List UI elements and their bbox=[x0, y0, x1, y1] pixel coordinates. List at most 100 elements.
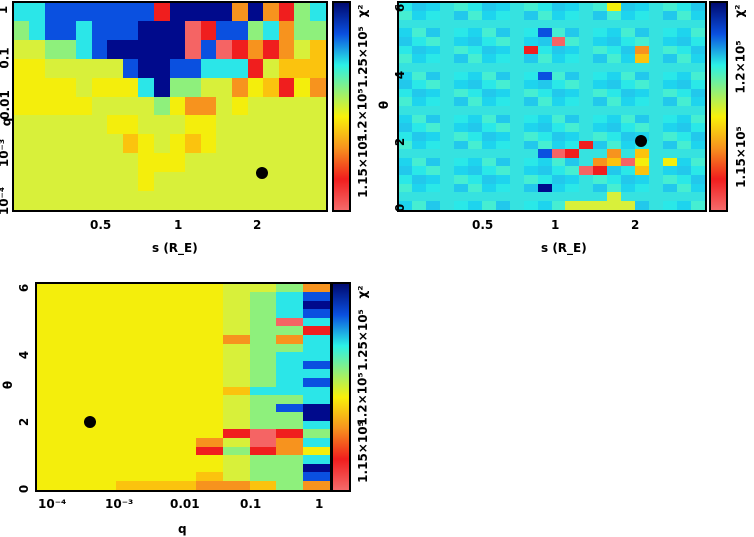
heatmap-cell bbox=[426, 11, 440, 20]
heatmap-cell bbox=[116, 335, 143, 344]
heatmap-cell bbox=[90, 395, 116, 404]
heatmap-cell bbox=[524, 72, 538, 80]
heatmap-cell bbox=[116, 429, 143, 438]
heatmap-cell bbox=[60, 3, 76, 21]
heatmap-cell bbox=[482, 89, 496, 97]
heatmap-cell bbox=[223, 387, 250, 395]
heatmap-cell bbox=[579, 123, 593, 132]
heatmap-cell bbox=[29, 3, 45, 21]
heatmap-cell bbox=[482, 158, 496, 166]
heatmap-cell bbox=[621, 158, 635, 166]
heatmap-cell bbox=[92, 134, 107, 153]
heatmap-cell bbox=[677, 158, 691, 166]
heatmap-cell bbox=[250, 464, 276, 472]
heatmap-cell bbox=[440, 11, 454, 20]
heatmap-cell bbox=[579, 192, 593, 201]
heatmap-cell bbox=[412, 28, 426, 37]
heatmap-cell bbox=[510, 28, 524, 37]
heatmap-cell bbox=[593, 63, 607, 72]
heatmap-cell bbox=[468, 175, 482, 184]
heatmap-cell bbox=[276, 447, 303, 455]
heatmap-cell bbox=[143, 481, 170, 490]
heatmap-cell bbox=[412, 192, 426, 201]
heatmap-cell bbox=[303, 429, 330, 438]
heatmap-cell bbox=[663, 123, 677, 132]
heatmap-cell bbox=[399, 149, 412, 158]
heatmap-cell bbox=[143, 318, 170, 326]
heatmap-cell bbox=[496, 115, 510, 123]
heatmap-cell bbox=[90, 404, 116, 412]
heatmap-cell bbox=[524, 54, 538, 63]
heatmap-cell bbox=[635, 149, 649, 158]
heatmap-cell bbox=[14, 78, 29, 97]
heatmap-cell bbox=[579, 166, 593, 175]
heatmap-cell bbox=[496, 106, 510, 115]
heatmap-cell bbox=[663, 11, 677, 20]
heatmap-cell bbox=[565, 115, 579, 123]
heatmap-cell bbox=[37, 455, 63, 464]
heatmap-cell bbox=[524, 123, 538, 132]
heatmap-cell bbox=[170, 40, 185, 59]
x-tick: 1 bbox=[551, 218, 560, 232]
heatmap-cell bbox=[170, 455, 196, 464]
heatmap-cell bbox=[279, 3, 294, 21]
heatmap-cell bbox=[468, 132, 482, 141]
heatmap-cell bbox=[90, 429, 116, 438]
heatmap-cell bbox=[454, 175, 468, 184]
heatmap-cell bbox=[248, 59, 263, 78]
heatmap-cell bbox=[579, 72, 593, 80]
heatmap-cell bbox=[552, 123, 565, 132]
heatmap-cell bbox=[677, 141, 691, 149]
heatmap-cell bbox=[37, 447, 63, 455]
heatmap-cell bbox=[63, 429, 90, 438]
heatmap-cell bbox=[223, 464, 250, 472]
heatmap-cell bbox=[482, 46, 496, 54]
heatmap-cell bbox=[116, 404, 143, 412]
heatmap-cell bbox=[607, 89, 621, 97]
heatmap-cell bbox=[607, 184, 621, 192]
heatmap-cell bbox=[250, 421, 276, 429]
heatmap-cell bbox=[223, 472, 250, 481]
heatmap-cell bbox=[276, 412, 303, 421]
heatmap-cell bbox=[310, 78, 326, 97]
heatmap-cell bbox=[593, 106, 607, 115]
heatmap-cell bbox=[426, 37, 440, 46]
heatmap-cell bbox=[663, 132, 677, 141]
heatmap-cell bbox=[399, 37, 412, 46]
heatmap-cell bbox=[29, 97, 45, 115]
heatmap-cell bbox=[552, 158, 565, 166]
heatmap-cell bbox=[303, 387, 330, 395]
heatmap-cell bbox=[593, 166, 607, 175]
heatmap-cell bbox=[107, 191, 123, 210]
heatmap-cell bbox=[635, 46, 649, 54]
heatmap-cell bbox=[232, 134, 248, 153]
heatmap-cell bbox=[663, 106, 677, 115]
y-tick: 4 bbox=[17, 350, 32, 360]
heatmap-cell bbox=[399, 158, 412, 166]
heatmap-cell bbox=[607, 106, 621, 115]
heatmap-cell bbox=[565, 89, 579, 97]
heatmap-cell bbox=[216, 172, 232, 191]
heatmap-cell bbox=[90, 309, 116, 318]
heatmap-cell bbox=[607, 115, 621, 123]
heatmap-cell bbox=[37, 404, 63, 412]
heatmap-cell bbox=[468, 149, 482, 158]
heatmap-cell bbox=[63, 378, 90, 387]
heatmap-cell bbox=[538, 20, 552, 28]
heatmap-cell bbox=[510, 37, 524, 46]
heatmap-cell bbox=[412, 37, 426, 46]
heatmap-cell bbox=[196, 352, 223, 361]
heatmap-cell bbox=[663, 80, 677, 89]
heatmap-cell bbox=[468, 97, 482, 106]
heatmap-cell bbox=[524, 184, 538, 192]
heatmap-cell bbox=[552, 46, 565, 54]
heatmap-cell bbox=[60, 115, 76, 134]
heatmap-cell bbox=[412, 80, 426, 89]
heatmap-cell bbox=[663, 201, 677, 210]
heatmap-cell bbox=[426, 132, 440, 141]
heatmap-cell bbox=[223, 361, 250, 369]
heatmap-cell bbox=[276, 318, 303, 326]
heatmap-cell bbox=[185, 153, 201, 172]
heatmap-cell bbox=[201, 134, 216, 153]
heatmap-cell bbox=[565, 201, 579, 210]
